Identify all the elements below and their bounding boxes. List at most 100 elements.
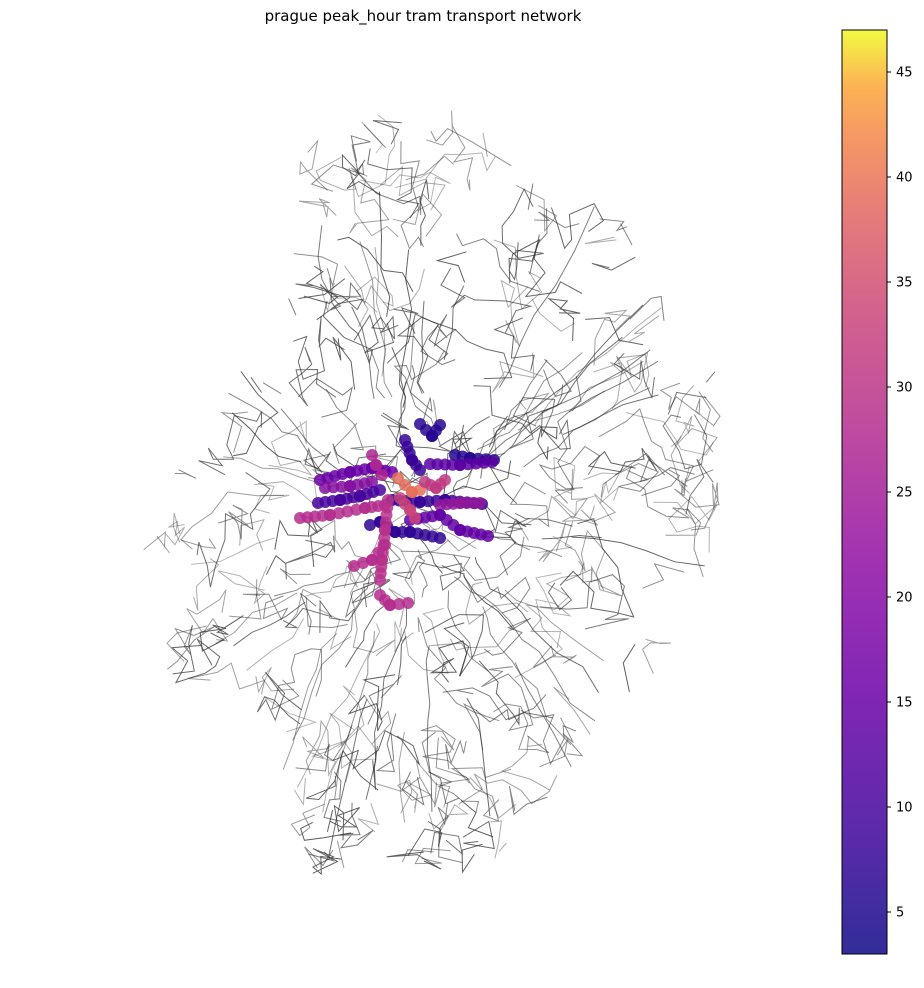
network-line xyxy=(220,411,248,453)
network-line xyxy=(628,315,660,342)
network-line xyxy=(180,538,217,549)
network-line xyxy=(310,162,365,192)
network-line xyxy=(458,773,558,805)
network-line xyxy=(562,493,617,526)
network-line xyxy=(233,601,306,647)
network-line xyxy=(466,697,491,817)
network-line xyxy=(508,238,541,284)
network-line xyxy=(250,376,263,393)
network-line xyxy=(662,414,708,470)
network-line xyxy=(414,847,451,865)
network-line xyxy=(332,729,420,770)
network-line xyxy=(333,422,358,464)
network-line xyxy=(401,849,434,863)
network-line xyxy=(365,605,408,800)
network-line xyxy=(473,385,571,450)
network-line xyxy=(299,139,328,191)
network-line xyxy=(537,535,574,554)
network-line xyxy=(398,732,406,823)
network-line xyxy=(547,298,581,342)
network-line xyxy=(370,350,386,399)
network-line xyxy=(478,415,516,457)
network-line xyxy=(527,183,534,210)
tram-stop-marker xyxy=(482,530,494,542)
network-line xyxy=(435,737,500,822)
network-line xyxy=(667,391,707,415)
network-line xyxy=(323,771,342,822)
network-line xyxy=(191,537,275,565)
network-line xyxy=(498,842,507,852)
network-line xyxy=(443,285,465,360)
tram-stop-marker xyxy=(414,464,426,476)
network-line xyxy=(417,549,428,598)
network-line xyxy=(393,350,445,445)
network-line xyxy=(477,349,651,459)
network-line xyxy=(553,456,613,521)
network-line xyxy=(538,522,567,563)
network-line xyxy=(279,568,311,585)
network-line xyxy=(396,316,449,394)
network-line xyxy=(367,148,420,219)
network-line xyxy=(531,298,576,332)
network-line xyxy=(254,482,290,514)
colorbar-tick-label: 40 xyxy=(896,171,913,186)
network-line xyxy=(350,566,396,656)
network-line xyxy=(698,391,714,453)
network-line xyxy=(509,412,534,449)
network-line xyxy=(156,536,170,554)
network-line xyxy=(425,645,433,812)
network-line xyxy=(482,132,488,157)
network-line xyxy=(315,157,399,238)
network-line xyxy=(404,608,449,674)
tram-stop-marker xyxy=(409,512,421,524)
network-line xyxy=(292,582,374,741)
network-line xyxy=(233,371,279,457)
network-line xyxy=(578,529,623,597)
network-line xyxy=(493,392,550,458)
network-line xyxy=(297,377,353,418)
network-line xyxy=(533,211,580,229)
network-line xyxy=(465,581,528,626)
network-line xyxy=(180,491,284,550)
network-line xyxy=(400,536,525,581)
network-line xyxy=(375,713,397,773)
network-line xyxy=(488,304,644,448)
network-line xyxy=(409,365,433,421)
network-line xyxy=(172,512,181,543)
network-line xyxy=(469,777,517,819)
network-line xyxy=(620,223,633,246)
network-line xyxy=(255,666,295,694)
network-line xyxy=(445,739,467,770)
network-line xyxy=(262,382,282,395)
network-line xyxy=(553,686,591,735)
network-line xyxy=(453,576,596,722)
network-line xyxy=(426,110,474,191)
network-line xyxy=(386,851,442,870)
map-title: prague peak_hour tram transport network xyxy=(264,7,582,25)
network-line xyxy=(516,184,558,233)
network-line xyxy=(187,662,266,695)
network-line xyxy=(475,708,553,723)
network-line xyxy=(165,520,186,546)
network-line xyxy=(625,465,690,519)
network-line xyxy=(372,120,402,145)
tram-stop-marker xyxy=(366,476,378,488)
network-line xyxy=(350,114,396,198)
network-line xyxy=(288,346,337,407)
network-line xyxy=(306,749,379,801)
network-line xyxy=(263,696,317,733)
network-line xyxy=(480,502,532,539)
network-line xyxy=(611,354,650,410)
tram-stop-marker xyxy=(434,419,446,431)
network-line xyxy=(705,371,716,383)
network-line xyxy=(461,843,483,874)
network-line xyxy=(514,662,572,767)
network-line xyxy=(302,719,330,775)
network-line xyxy=(170,638,221,684)
network-line xyxy=(490,820,502,859)
colorbar-tick-label: 5 xyxy=(896,906,904,921)
network-line xyxy=(407,821,443,857)
network-line xyxy=(376,760,451,808)
network-line xyxy=(614,463,660,492)
network-line xyxy=(392,193,443,237)
